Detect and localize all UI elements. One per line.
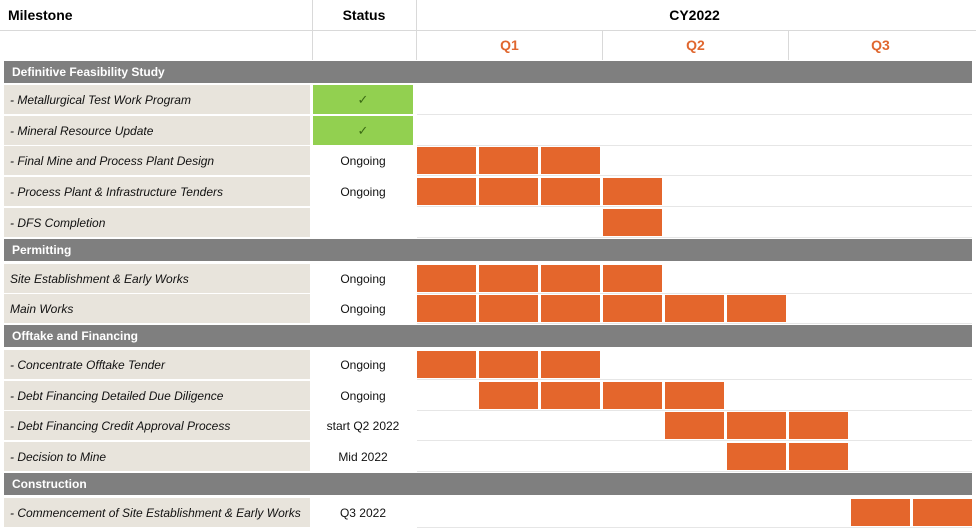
status-cell: Ongoing (340, 184, 386, 199)
gantt-bar (479, 147, 538, 174)
gantt-bar (603, 295, 662, 322)
milestone-cell: Site Establishment & Early Works (4, 264, 310, 293)
status-cell: Ongoing (340, 357, 386, 372)
status-cell: Ongoing (340, 388, 386, 403)
row-gridline (417, 323, 972, 324)
gantt-bar (913, 499, 972, 526)
gantt-bar (417, 351, 476, 378)
gantt-bar (417, 295, 476, 322)
milestone-column-header: Milestone (8, 7, 73, 23)
gantt-bar (789, 443, 848, 470)
status-cell: Q3 2022 (339, 505, 387, 520)
gantt-bar (665, 295, 724, 322)
row-gridline (417, 206, 972, 207)
milestone-cell: - Mineral Resource Update (4, 116, 310, 145)
gantt-bar (665, 412, 724, 439)
milestone-cell: - Process Plant & Infrastructure Tenders (4, 177, 310, 206)
milestone-cell: - Final Mine and Process Plant Design (4, 146, 310, 175)
gantt-bar (727, 443, 786, 470)
status-complete-check: ✓ (313, 85, 413, 114)
gantt-bar (479, 295, 538, 322)
gantt-bar (541, 265, 600, 292)
quarter-q3-label: Q3 (871, 37, 890, 53)
milestone-cell: - Commencement of Site Establishment & E… (4, 498, 310, 527)
year-header: CY2022 (669, 7, 720, 23)
row-gridline (417, 175, 972, 176)
status-cell (313, 208, 413, 237)
gantt-bar (417, 178, 476, 205)
quarter-q2-label: Q2 (686, 37, 705, 53)
milestone-cell: - DFS Completion (4, 208, 310, 237)
row-gridline (417, 379, 972, 380)
gantt-bar (603, 265, 662, 292)
row-gridline (417, 440, 972, 441)
status-complete-check: ✓ (313, 116, 413, 145)
gantt-bar (479, 178, 538, 205)
gantt-bar (603, 209, 662, 236)
gantt-bar (603, 178, 662, 205)
gantt-bar (541, 295, 600, 322)
gantt-bar (789, 412, 848, 439)
milestone-cell: - Decision to Mine (4, 442, 310, 471)
quarter-q1-label: Q1 (500, 37, 519, 53)
gantt-bar (479, 382, 538, 409)
gantt-bar (541, 382, 600, 409)
section-header: Offtake and Financing (4, 325, 972, 347)
row-gridline (417, 237, 972, 238)
section-header: Definitive Feasibility Study (4, 61, 972, 83)
status-cell: Ongoing (340, 271, 386, 286)
status-cell: Ongoing (340, 301, 386, 316)
timeline-divider (416, 0, 417, 60)
milestone-cell: - Debt Financing Credit Approval Process (4, 411, 310, 440)
gantt-bar (479, 265, 538, 292)
q1-q2-divider (602, 30, 603, 60)
status-column-header: Status (342, 7, 386, 23)
row-gridline (417, 293, 972, 294)
row-gridline (417, 471, 972, 472)
gantt-bar (851, 499, 910, 526)
row-gridline (417, 114, 972, 115)
status-divider (312, 0, 313, 60)
header-divider (0, 30, 976, 31)
status-cell: Mid 2022 (338, 449, 388, 464)
gantt-bar (417, 147, 476, 174)
section-header: Permitting (4, 239, 972, 261)
q2-q3-divider (788, 30, 789, 60)
milestone-cell: - Concentrate Offtake Tender (4, 350, 310, 379)
gantt-bar (541, 147, 600, 174)
status-cell: Ongoing (340, 153, 386, 168)
gantt-bar (727, 412, 786, 439)
gantt-bar (541, 178, 600, 205)
milestone-cell: - Metallurgical Test Work Program (4, 85, 310, 114)
row-gridline (417, 410, 972, 411)
gantt-bar (541, 351, 600, 378)
status-cell: start Q2 2022 (326, 418, 400, 433)
gantt-bar (727, 295, 786, 322)
row-gridline (417, 527, 972, 528)
milestone-cell: Main Works (4, 294, 310, 323)
milestone-cell: - Debt Financing Detailed Due Diligence (4, 381, 310, 410)
gantt-bar (417, 265, 476, 292)
section-header: Construction (4, 473, 972, 495)
gantt-bar (603, 382, 662, 409)
row-gridline (417, 145, 972, 146)
gantt-bar (479, 351, 538, 378)
gantt-bar (665, 382, 724, 409)
